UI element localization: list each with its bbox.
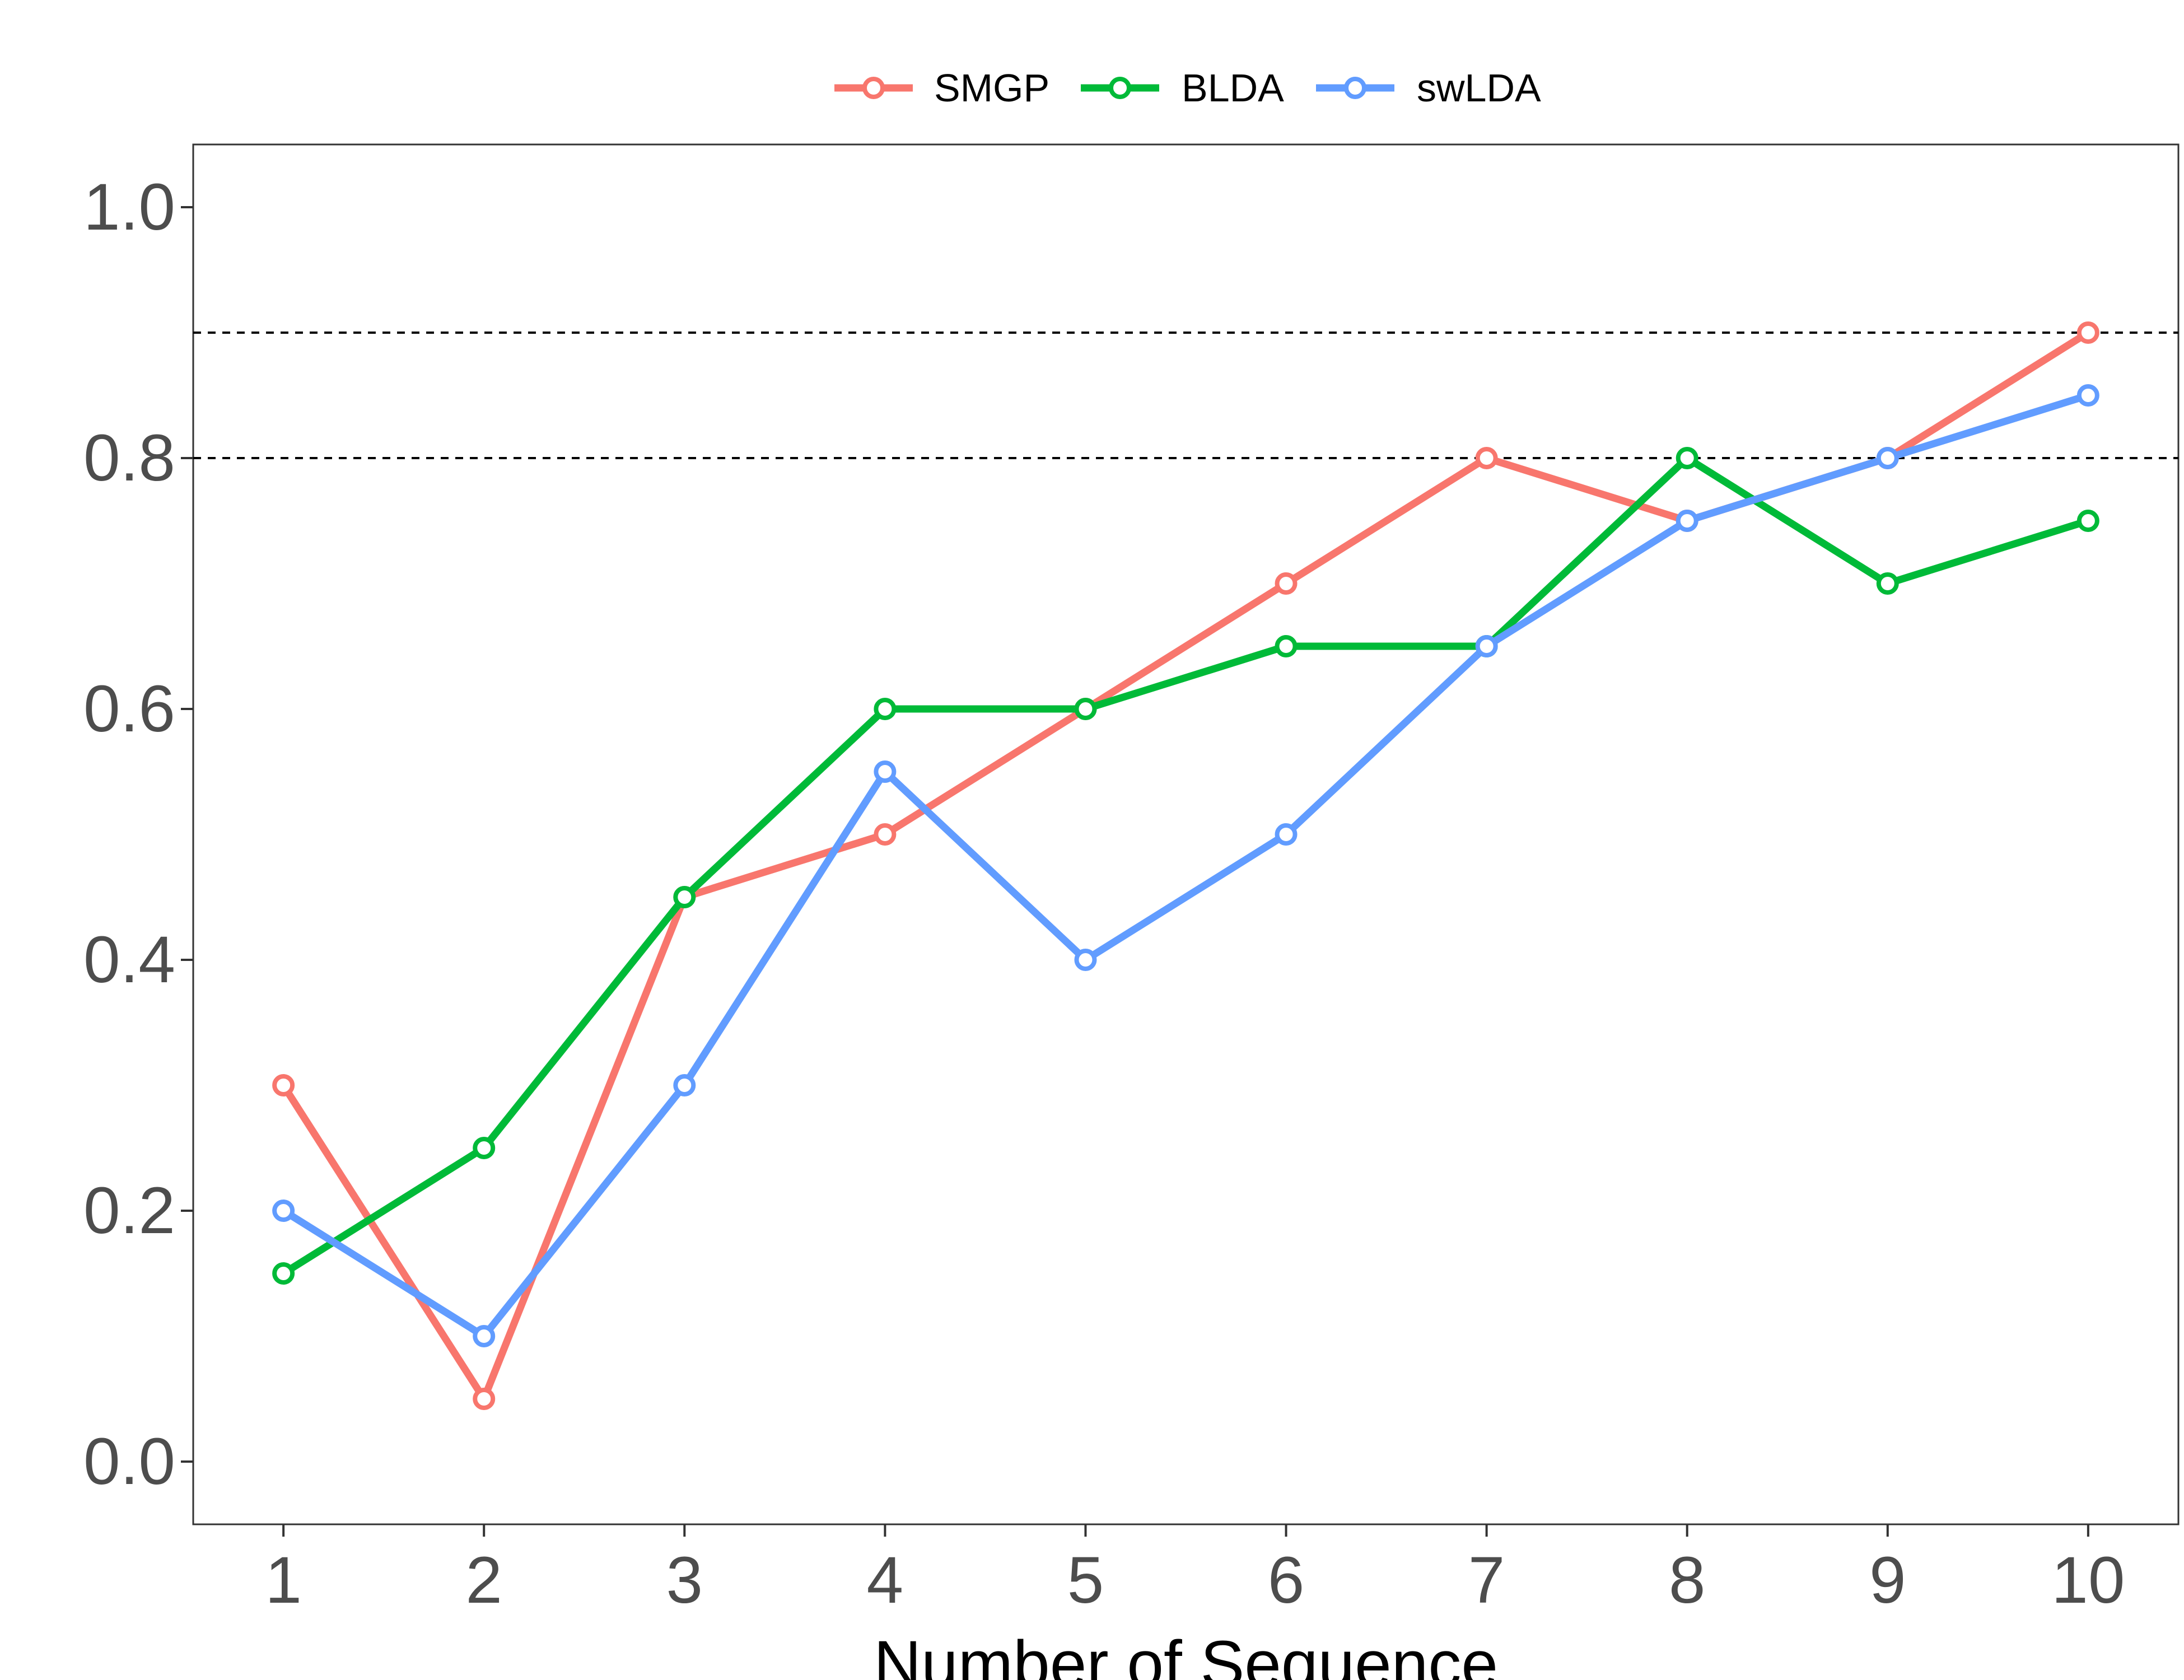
data-point-smgp-6 — [1275, 572, 1298, 595]
x-tick-label: 3 — [666, 1543, 703, 1617]
x-tick-label: 4 — [867, 1543, 904, 1617]
y-tick-label: 0.0 — [83, 1425, 175, 1499]
data-point-blda-6 — [1275, 635, 1298, 657]
data-point-smgp-4 — [874, 823, 897, 846]
data-point-swlda-7 — [1475, 635, 1498, 657]
legend-item-smgp: SMGP — [834, 66, 1049, 110]
series-swlda — [279, 391, 2092, 1340]
data-point-smgp-7 — [1475, 447, 1498, 469]
data-point-blda-3 — [673, 886, 696, 908]
data-point-swlda-2 — [473, 1325, 496, 1347]
data-point-swlda-3 — [673, 1074, 696, 1096]
legend-key-marker — [1109, 77, 1131, 99]
plot-panel — [192, 143, 2180, 1525]
x-tick-label: 7 — [1468, 1543, 1505, 1617]
data-point-swlda-4 — [874, 760, 897, 783]
y-axis: 0.0 0.2 0.4 0.6 0.8 1.0 — [83, 170, 193, 1499]
x-axis: 1 2 3 4 5 6 7 8 9 10 — [265, 1524, 2125, 1617]
legend-item-blda: BLDA — [1081, 66, 1284, 110]
data-point-swlda-9 — [1876, 447, 1899, 469]
reference-lines — [193, 332, 2178, 459]
legend-label: BLDA — [1182, 66, 1284, 110]
data-point-smgp-1 — [272, 1074, 295, 1096]
x-tick-label: 1 — [265, 1543, 302, 1617]
data-point-swlda-1 — [272, 1200, 295, 1222]
series-blda — [279, 454, 2092, 1277]
y-tick-label: 0.6 — [83, 672, 175, 746]
legend-key-marker — [862, 77, 885, 99]
data-point-swlda-10 — [2076, 384, 2099, 407]
x-axis-title: Number of Sequence — [874, 1627, 1498, 1680]
data-point-smgp-10 — [2076, 321, 2099, 344]
x-tick-label: 2 — [465, 1543, 502, 1617]
legend: SMGP BLDA swLDA — [834, 66, 1541, 110]
legend-label: swLDA — [1417, 66, 1541, 110]
y-tick-label: 0.4 — [83, 923, 175, 997]
x-tick-label: 10 — [2051, 1543, 2125, 1617]
data-point-blda-2 — [473, 1137, 496, 1159]
series-layer — [272, 321, 2099, 1410]
y-tick-label: 0.2 — [83, 1174, 175, 1248]
data-point-blda-4 — [874, 698, 897, 720]
y-tick-label: 0.8 — [83, 421, 175, 495]
data-point-blda-9 — [1876, 572, 1899, 595]
data-point-swlda-5 — [1074, 949, 1097, 971]
series-line-swlda — [279, 391, 2092, 1340]
x-tick-label: 9 — [1869, 1543, 1906, 1617]
series-points-swlda — [272, 384, 2099, 1347]
data-point-blda-8 — [1676, 447, 1698, 469]
x-tick-label: 5 — [1067, 1543, 1104, 1617]
data-point-swlda-8 — [1676, 510, 1698, 532]
data-point-blda-5 — [1074, 698, 1097, 720]
legend-item-swlda: swLDA — [1316, 66, 1541, 110]
data-point-blda-1 — [272, 1262, 295, 1285]
x-tick-label: 6 — [1268, 1543, 1305, 1617]
legend-key-marker — [1344, 77, 1366, 99]
data-point-smgp-2 — [473, 1388, 496, 1410]
x-tick-label: 8 — [1669, 1543, 1706, 1617]
legend-label: SMGP — [934, 66, 1049, 110]
data-point-blda-10 — [2076, 510, 2099, 532]
y-tick-label: 1.0 — [83, 170, 175, 244]
series-line-blda — [279, 454, 2092, 1277]
data-point-swlda-6 — [1275, 823, 1298, 846]
